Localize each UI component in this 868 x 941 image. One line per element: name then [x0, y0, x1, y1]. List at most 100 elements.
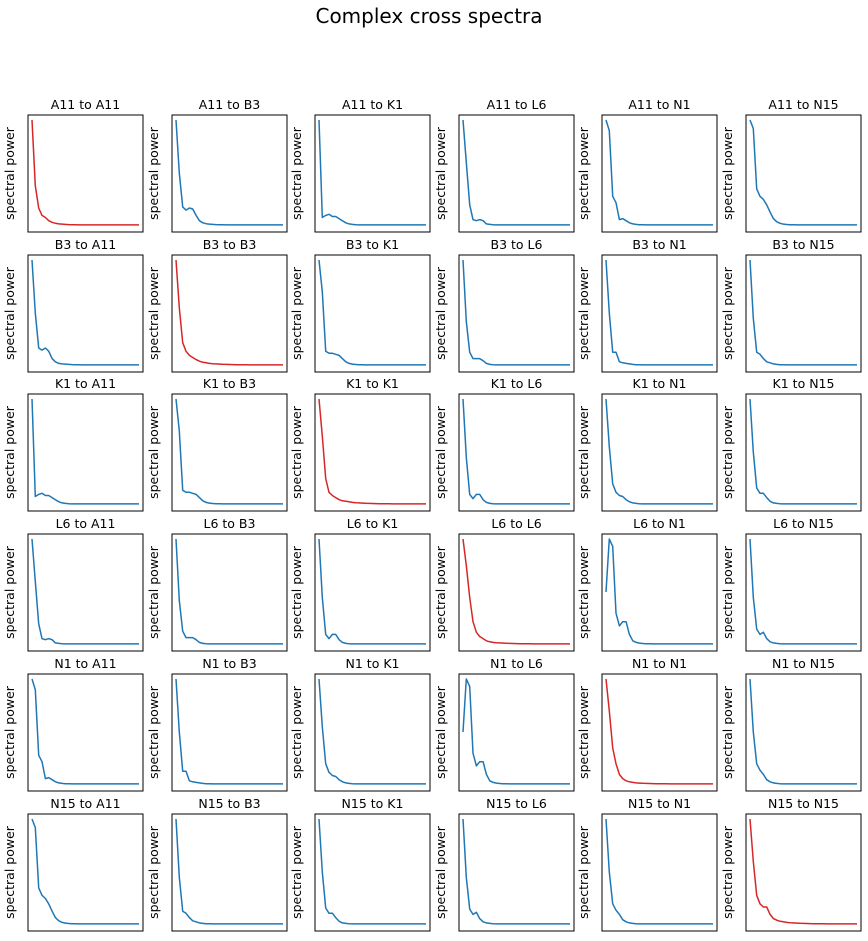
subplot-5-4: N15 to N1 spectral power [576, 796, 718, 932]
subplot-1-3: B3 to L6 spectral power [433, 237, 575, 373]
y-axis-label: spectral power [433, 685, 448, 779]
subplot-title: B3 to B3 [203, 237, 257, 252]
y-axis-label: spectral power [720, 685, 735, 779]
cross-spectrum-line [462, 818, 570, 925]
axes-frame [27, 393, 144, 512]
subplot-title: N15 to A11 [50, 796, 120, 811]
subplot-title: N1 to N15 [772, 656, 835, 671]
subplot-3-3: L6 to L6 spectral power [433, 516, 575, 652]
cross-spectrum-line [318, 818, 426, 925]
y-axis-label: spectral power [2, 545, 17, 639]
y-axis-label: spectral power [433, 545, 448, 639]
subplot-5-2: N15 to K1 spectral power [289, 796, 431, 932]
subplot-2-3: K1 to L6 spectral power [433, 376, 575, 512]
subplot-title: N15 to K1 [342, 796, 404, 811]
y-axis-label: spectral power [576, 266, 591, 360]
cross-spectrum-line [605, 398, 713, 505]
cross-spectrum-line [462, 398, 570, 505]
subplot-title: L6 to K1 [347, 516, 399, 531]
subplot-2-1: K1 to B3 spectral power [146, 376, 288, 512]
subplot-title: L6 to L6 [491, 516, 541, 531]
axes-frame [458, 393, 575, 512]
cross-spectrum-line [605, 259, 713, 366]
axes-frame [458, 533, 575, 652]
subplot-2-5: K1 to N15 spectral power [720, 376, 862, 512]
auto-spectrum-line [462, 538, 570, 645]
subplot-2-0: K1 to A11 spectral power [2, 376, 144, 512]
subplot-title: N15 to L6 [486, 796, 547, 811]
cross-spectrum-line [31, 678, 139, 785]
auto-spectrum-line [749, 818, 857, 925]
cross-spectrum-line [462, 678, 570, 785]
axes-frame [745, 533, 862, 652]
auto-spectrum-line [175, 259, 283, 366]
axes-frame [745, 813, 862, 932]
y-axis-label: spectral power [720, 825, 735, 919]
subplot-3-0: L6 to A11 spectral power [2, 516, 144, 652]
axes-frame [314, 114, 431, 233]
auto-spectrum-line [318, 398, 426, 505]
subplot-1-4: B3 to N1 spectral power [576, 237, 718, 373]
subplot-title: K1 to A11 [55, 376, 116, 391]
y-axis-label: spectral power [2, 126, 17, 220]
axes-frame [458, 813, 575, 932]
axes-frame [171, 813, 288, 932]
subplot-1-0: B3 to A11 spectral power [2, 237, 144, 373]
axes-frame [601, 393, 718, 512]
cross-spectrum-line [318, 678, 426, 785]
cross-spectrum-line [175, 538, 283, 645]
subplot-3-1: L6 to B3 spectral power [146, 516, 288, 652]
subplot-1-5: B3 to N15 spectral power [720, 237, 862, 373]
cross-spectrum-line [318, 538, 426, 645]
axes-frame [314, 393, 431, 512]
axes-frame [601, 533, 718, 652]
subplot-2-4: K1 to N1 spectral power [576, 376, 718, 512]
cross-spectrum-line [605, 538, 713, 645]
axes-frame [314, 673, 431, 792]
subplot-title: A11 to L6 [487, 97, 547, 112]
subplot-4-2: N1 to K1 spectral power [289, 656, 431, 792]
subplot-title: A11 to N1 [628, 97, 690, 112]
subplot-title: A11 to B3 [199, 97, 260, 112]
y-axis-label: spectral power [289, 266, 304, 360]
subplot-title: B3 to A11 [55, 237, 116, 252]
subplot-title: B3 to L6 [491, 237, 543, 252]
y-axis-label: spectral power [433, 405, 448, 499]
cross-spectrum-line [749, 259, 857, 366]
subplot-title: N15 to N1 [628, 796, 691, 811]
subplot-title: K1 to N15 [773, 376, 835, 391]
y-axis-label: spectral power [720, 545, 735, 639]
axes-frame [314, 254, 431, 373]
cross-spectrum-line [462, 259, 570, 366]
axes-frame [314, 813, 431, 932]
axes-frame [458, 673, 575, 792]
subplot-3-2: L6 to K1 spectral power [289, 516, 431, 652]
axes-frame [745, 254, 862, 373]
y-axis-label: spectral power [146, 126, 161, 220]
axes-frame [314, 533, 431, 652]
axes-frame [171, 533, 288, 652]
subplot-4-3: N1 to L6 spectral power [433, 656, 575, 792]
y-axis-label: spectral power [2, 405, 17, 499]
subplot-5-3: N15 to L6 spectral power [433, 796, 575, 932]
cross-spectrum-line [175, 678, 283, 785]
cross-spectrum-line [749, 678, 857, 785]
subplot-1-2: B3 to K1 spectral power [289, 237, 431, 373]
y-axis-label: spectral power [720, 405, 735, 499]
axes-frame [458, 114, 575, 233]
subplot-title: L6 to N1 [633, 516, 686, 531]
y-axis-label: spectral power [576, 545, 591, 639]
subplot-title: B3 to N1 [632, 237, 686, 252]
y-axis-label: spectral power [2, 266, 17, 360]
axes-frame [27, 813, 144, 932]
cross-spectrum-line [605, 119, 713, 226]
axes-frame [171, 673, 288, 792]
figure-title: Complex cross spectra [315, 4, 543, 28]
subplot-3-4: L6 to N1 spectral power [576, 516, 718, 652]
subplot-5-0: N15 to A11 spectral power [2, 796, 144, 932]
axes-frame [745, 673, 862, 792]
cross-spectrum-line [749, 398, 857, 505]
cross-spectrum-line [318, 259, 426, 366]
subplot-title: N1 to N1 [632, 656, 687, 671]
subplot-0-5: A11 to N15 spectral power [720, 97, 862, 233]
